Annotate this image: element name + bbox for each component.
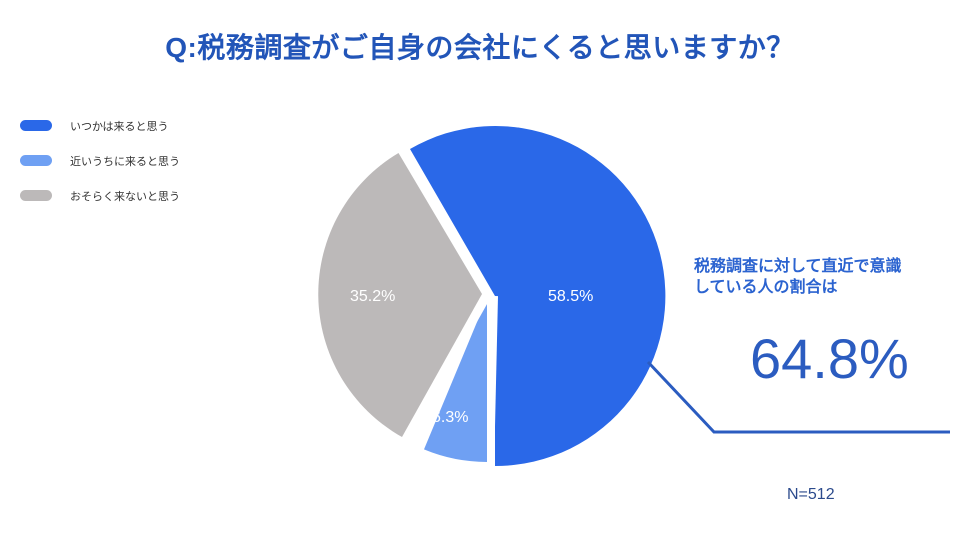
legend-label: いつかは来ると思う (70, 120, 169, 133)
callout-line-1: 税務調査に対して直近で意識 (694, 258, 902, 275)
sample-size: N=512 (787, 486, 835, 503)
callout-leader-line (646, 360, 950, 434)
callout-value: 64.8% (750, 327, 909, 390)
legend-item-someday: いつかは来ると思う (20, 108, 180, 143)
legend-item-unlikely: おそらく来ないと思う (20, 178, 180, 213)
legend-swatch-icon (20, 155, 52, 166)
pie-slice-someday (410, 126, 666, 467)
legend-label: おそらく来ないと思う (70, 190, 180, 203)
slice-label-someday: 58.5% (548, 288, 594, 305)
pie-slice-soon (424, 298, 487, 462)
legend-swatch-icon (20, 120, 52, 131)
callout-text: 税務調査に対して直近で意識 している人の割合は (694, 256, 902, 298)
callout-line-2: している人の割合は (694, 279, 838, 296)
slice-label-soon: 6.3% (432, 409, 469, 426)
legend-label: 近いうちに来ると思う (70, 155, 180, 168)
legend-swatch-icon (20, 190, 52, 201)
pie-slice-unlikely (318, 153, 482, 437)
chart-title: Q:税務調査がご自身の会社にくると思いますか？ (165, 32, 795, 63)
legend: いつかは来ると思う 近いうちに来ると思う おそらく来ないと思う (20, 108, 180, 213)
legend-item-soon: 近いうちに来ると思う (20, 143, 180, 178)
slice-label-unlikely: 35.2% (350, 288, 396, 305)
